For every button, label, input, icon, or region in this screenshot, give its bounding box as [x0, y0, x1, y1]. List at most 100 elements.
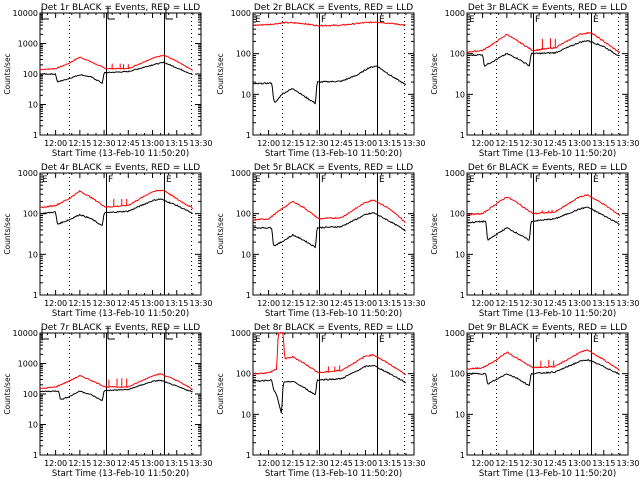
x-tick-label: 12:45 [117, 459, 140, 468]
y-tick-label: 10000 [13, 329, 38, 338]
plot-frame [39, 332, 202, 456]
x-axis-label: Start Time (13-Feb-10 11:50:20) [265, 149, 402, 159]
events-series-line [466, 39, 620, 68]
events-series-line [39, 379, 193, 402]
x-tick-label: 12:15 [281, 459, 304, 468]
y-tick-label: 10 [241, 410, 251, 419]
x-tick-label: 12:00 [257, 299, 280, 308]
y-tick-label: 100 [23, 70, 38, 79]
x-tick-label: 12:15 [495, 139, 518, 148]
panel-3: Det 3r BLACK = Events, RED = LLD 1 10 100 10… [430, 3, 640, 159]
x-tick-label: 12:45 [544, 139, 567, 148]
panel-1: Det 1r BLACK = Events, RED = LLD 1 10 100 10… [3, 3, 213, 159]
plot-frame [39, 12, 202, 136]
x-tick-label: 13:00 [568, 459, 591, 468]
panel-2: Det 2r BLACK = Events, RED = LLD 1 10 100 10… [216, 3, 426, 159]
y-tick-label: 10000 [13, 9, 38, 18]
y-tick-label: 1000 [18, 360, 38, 369]
x-tick-label: 13:00 [354, 139, 377, 148]
chart-title: Det 6r BLACK = Events, RED = LLD [468, 163, 627, 173]
segment-label: F [321, 335, 326, 345]
lld-series-line [466, 31, 621, 54]
x-tick-label: 12:30 [520, 299, 543, 308]
y-tick-label: 10 [455, 410, 465, 419]
x-axis-label: Start Time (13-Feb-10 11:50:20) [52, 309, 189, 319]
events-series-line [466, 206, 620, 241]
y-tick-label: 1 [246, 451, 251, 460]
lld-series-line [466, 349, 620, 371]
segment-bracket [107, 7, 115, 20]
segment-bracket [165, 7, 173, 20]
x-tick-label: 12:30 [520, 139, 543, 148]
segment-label: E [379, 175, 385, 185]
y-axis-label: Counts/sec [216, 213, 225, 254]
x-tick-label: 13:15 [165, 299, 188, 308]
x-axis-label: Start Time (13-Feb-10 11:50:20) [479, 309, 616, 319]
chart-title: Det 8r BLACK = Events, RED = LLD [254, 323, 413, 333]
x-tick-label: 12:45 [330, 139, 353, 148]
y-tick-label: 1 [460, 131, 465, 140]
segment-label: E [379, 335, 385, 345]
x-tick-label: 12:15 [68, 299, 91, 308]
segment-label: E [593, 175, 599, 185]
lld-series-line [39, 54, 193, 71]
lld-series-line [252, 199, 406, 223]
lld-series-line [39, 373, 193, 390]
events-series-line [252, 364, 406, 414]
segment-label: F [535, 175, 540, 185]
segment-bracket [107, 327, 115, 340]
y-tick-label: 100 [450, 370, 465, 379]
y-tick-label: 10 [241, 90, 251, 99]
y-tick-label: 1 [33, 291, 38, 300]
y-tick-label: 100 [236, 50, 251, 59]
x-tick-label: 13:30 [616, 139, 639, 148]
y-tick-label: 10 [455, 250, 465, 259]
segment-bracket [165, 327, 173, 340]
chart-title: Det 2r BLACK = Events, RED = LLD [254, 3, 413, 13]
x-tick-label: 12:30 [306, 299, 329, 308]
x-tick-label: 13:15 [378, 139, 401, 148]
chart-title: Det 4r BLACK = Events, RED = LLD [41, 163, 200, 173]
x-tick-label: 13:00 [141, 299, 164, 308]
panel-8: Det 8r BLACK = Events, RED = LLD 1 10 100 10… [216, 323, 426, 479]
x-tick-label: 13:15 [378, 299, 401, 308]
x-axis-label: Start Time (13-Feb-10 11:50:20) [479, 149, 616, 159]
x-tick-label: 12:00 [44, 139, 67, 148]
y-axis-label: Counts/sec [3, 53, 12, 94]
events-series-line [39, 198, 193, 226]
y-tick-label: 1 [460, 291, 465, 300]
chart-title: Det 7r BLACK = Events, RED = LLD [41, 323, 200, 333]
y-tick-label: 100 [450, 50, 465, 59]
y-tick-label: 1000 [231, 169, 251, 178]
x-tick-label: 13:00 [568, 139, 591, 148]
y-tick-label: 1 [33, 131, 38, 140]
x-tick-label: 12:00 [44, 459, 67, 468]
y-tick-label: 1000 [445, 329, 465, 338]
x-tick-label: 12:30 [93, 139, 116, 148]
segment-label: E [593, 335, 599, 345]
x-axis-label: Start Time (13-Feb-10 11:50:20) [265, 309, 402, 319]
x-tick-label: 12:45 [117, 139, 140, 148]
y-axis-label: Counts/sec [3, 213, 12, 254]
chart-title: Det 9r BLACK = Events, RED = LLD [468, 323, 627, 333]
y-tick-label: 10 [455, 90, 465, 99]
segment-label: E [255, 15, 261, 25]
y-tick-label: 100 [23, 210, 38, 219]
x-tick-label: 12:45 [330, 459, 353, 468]
segment-label: E [255, 335, 261, 345]
segment-label: F [535, 335, 540, 345]
events-series-line [252, 65, 407, 105]
panel-9: Det 9r BLACK = Events, RED = LLD 1 10 100 10… [430, 323, 640, 479]
y-tick-label: 10 [241, 250, 251, 259]
x-tick-label: 12:15 [68, 139, 91, 148]
y-tick-label: 100 [450, 210, 465, 219]
panel-5: Det 5r BLACK = Events, RED = LLD 1 10 100 10… [216, 163, 426, 319]
chart-title: Det 3r BLACK = Events, RED = LLD [468, 3, 627, 13]
segment-bracket [41, 7, 49, 20]
segment-label: E [593, 15, 599, 25]
x-tick-label: 12:15 [281, 299, 304, 308]
y-tick-label: 10 [28, 250, 38, 259]
x-tick-label: 13:15 [165, 459, 188, 468]
x-tick-label: 12:00 [257, 139, 280, 148]
y-tick-label: 1000 [231, 9, 251, 18]
